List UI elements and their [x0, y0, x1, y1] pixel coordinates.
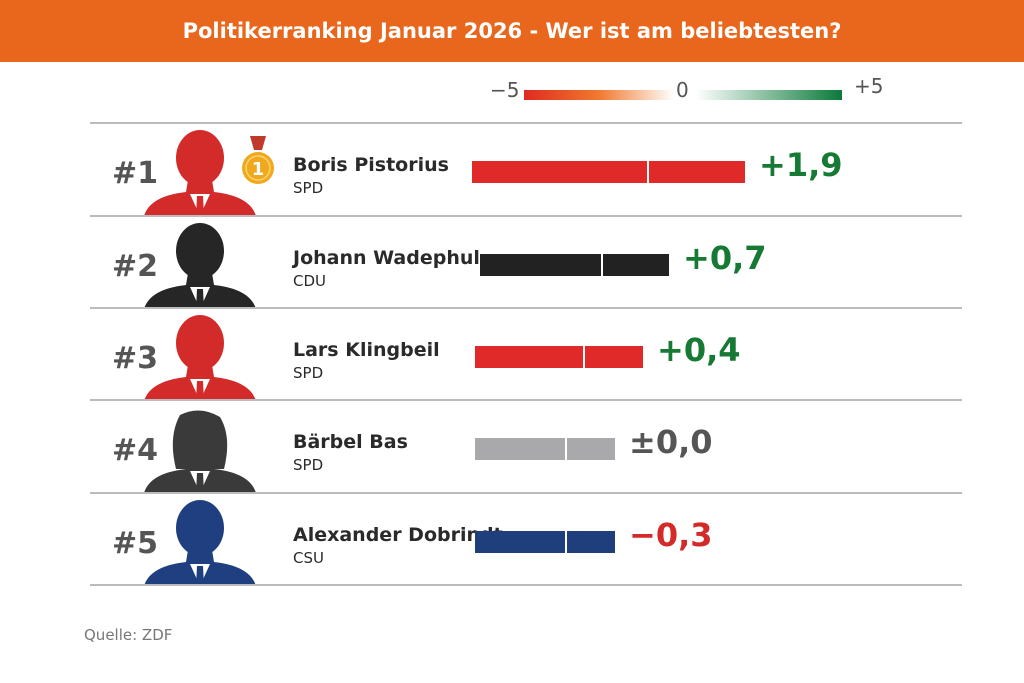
- bar-segment-divider: [601, 254, 603, 276]
- row-divider: [90, 215, 962, 217]
- ranking-row: #1 1 Boris Pistorius SPD +1,9: [90, 124, 962, 216]
- score-bar: [475, 531, 615, 553]
- ranking-row: #4 Bärbel Bas SPD ±0,0: [90, 401, 962, 493]
- party-label: SPD: [293, 364, 324, 382]
- person-silhouette-icon: [144, 410, 256, 493]
- bar-segment-divider: [647, 161, 649, 183]
- politician-name: Lars Klingbeil: [293, 339, 440, 361]
- ranking-row: #3 Lars Klingbeil SPD +0,4: [90, 309, 962, 401]
- score-bar: [472, 161, 745, 183]
- score-value: ±0,0: [629, 423, 713, 461]
- politician-name: Johann Wadephul: [293, 247, 480, 269]
- person-silhouette-icon: [144, 500, 256, 586]
- score-value: +0,7: [683, 239, 767, 277]
- legend-neg-gradient: [524, 90, 674, 100]
- color-scale-legend: −5 0 +5: [486, 74, 886, 102]
- score-value: +0,4: [657, 331, 741, 369]
- rank-label: #4: [112, 433, 159, 468]
- legend-min: −5: [490, 78, 520, 102]
- rank-label: #2: [112, 249, 159, 284]
- politician-name: Bärbel Bas: [293, 431, 408, 453]
- rank-label: #3: [112, 341, 159, 376]
- legend-pos-gradient: [696, 90, 842, 100]
- bar-segment-divider: [565, 531, 567, 553]
- party-label: SPD: [293, 179, 324, 197]
- bar-segment-divider: [583, 346, 585, 368]
- chart-title: Politikerranking Januar 2026 - Wer ist a…: [182, 19, 842, 43]
- politician-name: Alexander Dobrindt: [293, 524, 503, 546]
- score-bar: [480, 254, 669, 276]
- row-divider: [90, 307, 962, 309]
- score-value: −0,3: [629, 516, 713, 554]
- legend-max: +5: [854, 74, 884, 98]
- svg-text:1: 1: [252, 159, 265, 180]
- person-silhouette-icon: [144, 223, 256, 309]
- person-silhouette-icon: [144, 315, 256, 401]
- title-banner: Politikerranking Januar 2026 - Wer ist a…: [0, 0, 1024, 62]
- rank-label: #5: [112, 526, 159, 561]
- rank-label: #1: [112, 156, 159, 191]
- party-label: CDU: [293, 272, 327, 290]
- bar-segment-divider: [565, 438, 567, 460]
- legend-mid: 0: [676, 78, 689, 102]
- score-value: +1,9: [759, 146, 843, 184]
- row-divider: [90, 399, 962, 401]
- politician-name: Boris Pistorius: [293, 154, 449, 176]
- score-bar: [475, 346, 643, 368]
- party-label: CSU: [293, 549, 324, 567]
- ranking-row: #2 Johann Wadephul CDU +0,7: [90, 217, 962, 309]
- gold-medal-icon: 1: [242, 136, 274, 184]
- party-label: SPD: [293, 456, 324, 474]
- row-divider: [90, 122, 962, 124]
- source-note: Quelle: ZDF: [84, 626, 173, 644]
- row-divider: [90, 492, 962, 494]
- score-bar: [475, 438, 615, 460]
- person-silhouette-icon: [144, 130, 256, 216]
- row-divider: [90, 584, 962, 586]
- ranking-row: #5 Alexander Dobrindt CSU −0,3: [90, 494, 962, 586]
